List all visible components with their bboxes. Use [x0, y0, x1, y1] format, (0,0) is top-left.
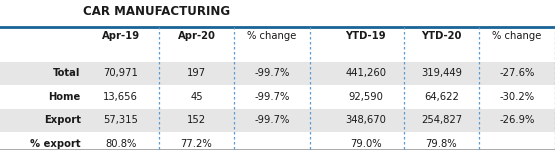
Text: 441,260: 441,260: [345, 68, 386, 78]
Text: -27.6%: -27.6%: [500, 68, 535, 78]
Text: 45: 45: [190, 92, 203, 102]
Text: YTD-20: YTD-20: [421, 31, 462, 41]
Text: Apr-20: Apr-20: [178, 31, 215, 41]
Text: -30.2%: -30.2%: [500, 92, 534, 102]
Text: CAR MANUFACTURING: CAR MANUFACTURING: [83, 5, 230, 18]
Text: Export: Export: [44, 116, 80, 125]
Bar: [0, 62, 555, 85]
Text: 13,656: 13,656: [103, 92, 138, 102]
Text: 79.0%: 79.0%: [350, 139, 382, 149]
Text: Home: Home: [48, 92, 80, 102]
Text: % change: % change: [492, 31, 542, 41]
Text: 319,449: 319,449: [421, 68, 462, 78]
Text: -99.7%: -99.7%: [254, 68, 290, 78]
Text: % export: % export: [30, 139, 80, 149]
Text: 77.2%: 77.2%: [180, 139, 212, 149]
Text: 348,670: 348,670: [345, 116, 386, 125]
Text: Apr-19: Apr-19: [102, 31, 140, 41]
Text: 57,315: 57,315: [103, 116, 138, 125]
Text: 254,827: 254,827: [421, 116, 462, 125]
Bar: [0, 109, 555, 132]
Text: Total: Total: [53, 68, 80, 78]
Text: 197: 197: [187, 68, 206, 78]
Text: 80.8%: 80.8%: [105, 139, 137, 149]
Text: % change: % change: [248, 31, 297, 41]
Text: 79.8%: 79.8%: [426, 139, 457, 149]
Text: 152: 152: [187, 116, 206, 125]
Text: -99.7%: -99.7%: [254, 92, 290, 102]
Text: YTD-19: YTD-19: [345, 31, 386, 41]
Text: 70,971: 70,971: [103, 68, 138, 78]
Text: -26.9%: -26.9%: [500, 116, 535, 125]
Text: -99.7%: -99.7%: [254, 116, 290, 125]
Text: 64,622: 64,622: [424, 92, 459, 102]
Text: 92,590: 92,590: [349, 92, 384, 102]
